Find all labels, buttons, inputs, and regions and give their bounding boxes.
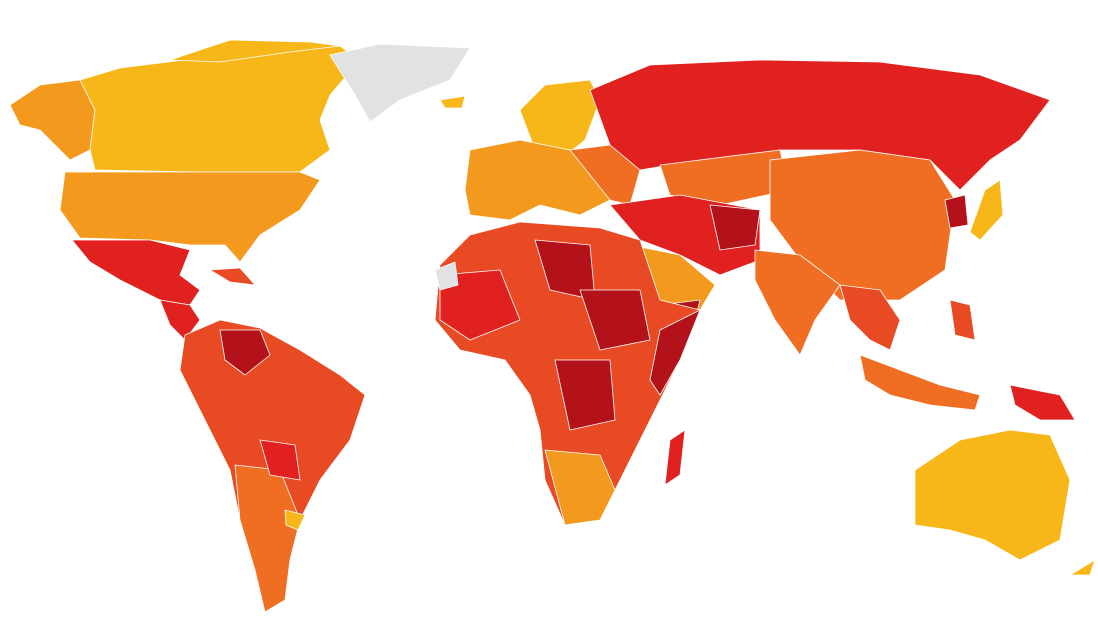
indonesia: [859, 354, 981, 411]
canada: [79, 45, 361, 173]
caribbean: [209, 267, 256, 286]
alaska: [9, 79, 96, 161]
west-africa: [439, 269, 521, 341]
north-korea: [944, 194, 969, 229]
afghanistan: [709, 204, 761, 251]
mexico: [71, 239, 201, 306]
japan: [969, 179, 1004, 241]
new-zealand: [1069, 559, 1096, 576]
madagascar: [664, 429, 686, 486]
china: [769, 149, 956, 301]
uruguay: [284, 509, 306, 531]
australia: [914, 429, 1071, 561]
arctic-islands: [169, 39, 341, 63]
central-america: [159, 299, 201, 341]
somalia: [649, 309, 701, 396]
iceland: [439, 95, 466, 109]
southeast-asia: [839, 284, 901, 351]
western-europe: [464, 139, 611, 221]
congo: [554, 359, 616, 431]
greenland: [329, 43, 471, 123]
central-asia: [659, 149, 791, 206]
philippines: [949, 299, 976, 341]
usa: [59, 171, 321, 263]
western-sahara: [434, 261, 459, 291]
india: [754, 249, 841, 356]
southern-cone: [234, 464, 301, 613]
venezuela: [219, 329, 271, 376]
papua: [1009, 384, 1076, 421]
bolivia: [259, 439, 301, 481]
southern-africa: [544, 449, 616, 526]
eastern-europe: [569, 144, 641, 206]
sudan: [579, 289, 651, 351]
